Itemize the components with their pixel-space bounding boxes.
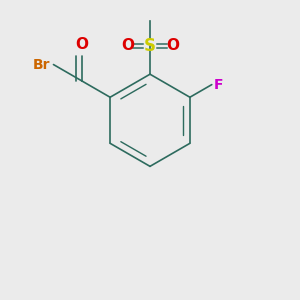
Text: S: S [144,37,156,55]
Text: O: O [166,38,179,53]
Text: O: O [121,38,134,53]
Text: F: F [214,78,224,92]
Text: Br: Br [32,58,50,71]
Text: O: O [75,37,88,52]
